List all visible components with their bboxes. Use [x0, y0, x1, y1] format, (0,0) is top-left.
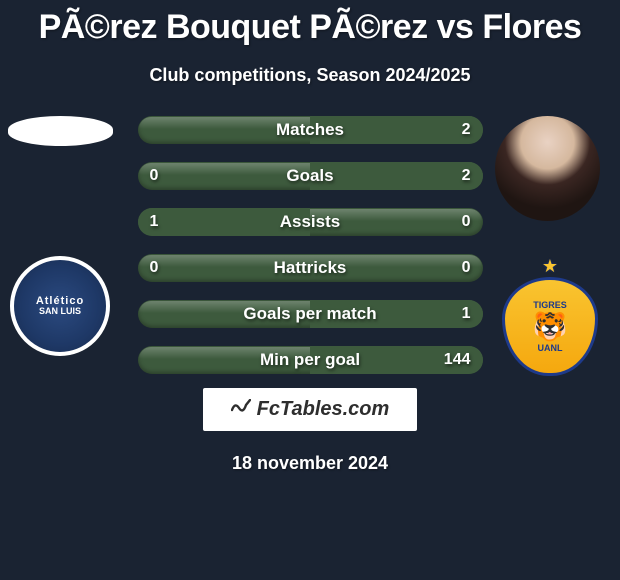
stat-value-right: 2	[462, 167, 471, 185]
stat-bars: Matches 2 0 Goals 2 1 Assists 0 0 Hattricks 0 Goals…	[138, 116, 483, 374]
stat-bar: Matches 2	[138, 116, 483, 144]
stat-bar: 1 Assists 0	[138, 208, 483, 236]
page-title: PÃ©rez Bouquet PÃ©rez vs Flores	[39, 8, 582, 47]
crest-text-bottom: SAN LUIS	[39, 307, 81, 317]
stat-value-left: 0	[150, 167, 159, 185]
team-left-logo: Atlético SAN LUIS	[10, 256, 110, 356]
stat-label: Goals per match	[243, 304, 376, 324]
san-luis-crest: Atlético SAN LUIS	[10, 256, 110, 356]
tigres-crest: ★ TIGRES 🐯 UANL	[500, 256, 600, 376]
player-left-avatar	[8, 116, 113, 146]
stat-label: Hattricks	[274, 258, 347, 278]
brand-watermark: FcTables.com	[203, 388, 418, 431]
star-icon: ★	[542, 256, 558, 277]
stat-value-right: 1	[462, 305, 471, 323]
tigres-shield: TIGRES 🐯 UANL	[502, 277, 598, 376]
stat-bar: Min per goal 144	[138, 346, 483, 374]
stat-right-fill	[310, 162, 483, 190]
comparison-infographic: PÃ©rez Bouquet PÃ©rez vs Flores Club com…	[0, 0, 620, 580]
date-text: 18 november 2024	[232, 453, 388, 474]
crest-text-bottom: UANL	[538, 343, 563, 353]
tiger-face-icon: 🐯	[533, 310, 568, 343]
brand-text: FcTables.com	[257, 398, 390, 421]
stats-area: Atlético SAN LUIS ★ TIGRES 🐯 UANL Matche…	[0, 116, 620, 374]
stat-label: Goals	[286, 166, 333, 186]
stat-bar: 0 Hattricks 0	[138, 254, 483, 282]
stat-label: Matches	[276, 120, 344, 140]
stat-label: Min per goal	[260, 350, 360, 370]
stat-value-right: 2	[462, 121, 471, 139]
stat-value-right: 0	[462, 259, 471, 277]
stat-value-right: 0	[462, 213, 471, 231]
stat-label: Assists	[280, 212, 340, 232]
page-subtitle: Club competitions, Season 2024/2025	[149, 65, 470, 86]
crest-text-top: TIGRES	[533, 300, 567, 310]
stat-bar: Goals per match 1	[138, 300, 483, 328]
stat-value-left: 1	[150, 213, 159, 231]
brand-wave-icon	[231, 399, 251, 420]
player-right-avatar	[495, 116, 600, 221]
stat-value-right: 144	[444, 351, 471, 369]
stat-bar: 0 Goals 2	[138, 162, 483, 190]
stat-value-left: 0	[150, 259, 159, 277]
team-right-logo: ★ TIGRES 🐯 UANL	[500, 256, 600, 356]
